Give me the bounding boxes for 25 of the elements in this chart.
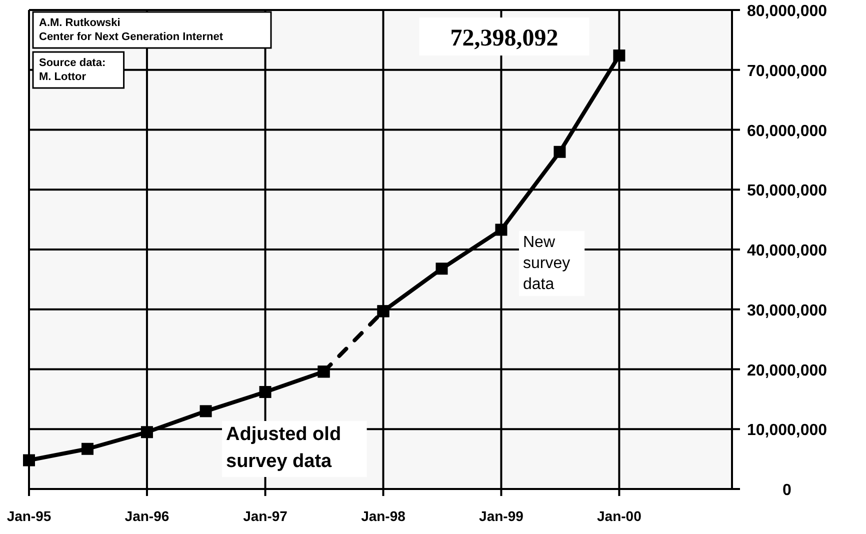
annotation: Source data: M. Lottor — [39, 57, 106, 83]
y-tick-label: 60,000,000 — [746, 122, 828, 140]
annotation: 72,398,092 — [450, 26, 558, 52]
label-box: New survey data — [519, 231, 585, 296]
annotation: Adjusted old survey data — [226, 424, 342, 472]
annotation: A.M. Rutkowski Center for Next Generation Internet — [39, 17, 224, 43]
x-tick-label: Jan-96 — [124, 508, 170, 524]
y-tick-label: 30,000,000 — [746, 302, 828, 320]
y-tick-label: 20,000,000 — [746, 362, 828, 380]
label-box: 72,398,092 — [419, 18, 590, 56]
text-box: A.M. Rutkowski Center for Next Generation Internet — [32, 11, 272, 49]
y-tick-label: 70,000,000 — [746, 62, 828, 80]
x-tick-label: Jan-98 — [361, 508, 406, 524]
y-tick-label: 10,000,000 — [746, 422, 828, 440]
annotation: New survey data — [523, 234, 570, 293]
y-tick-label: 80,000,000 — [746, 3, 828, 20]
text-box: Source data: M. Lottor — [32, 51, 125, 89]
x-tick-label: Jan-99 — [479, 508, 524, 524]
x-tick-label: Jan-00 — [597, 508, 642, 524]
x-tick-label: Jan-97 — [243, 508, 288, 524]
label-box: Adjusted old survey data — [222, 421, 367, 477]
y-tick-label: 40,000,000 — [746, 242, 828, 260]
y-tick-label: 50,000,000 — [746, 182, 828, 200]
y-tick-label: 0 — [782, 482, 792, 499]
x-tick-label: Jan-95 — [6, 508, 52, 524]
